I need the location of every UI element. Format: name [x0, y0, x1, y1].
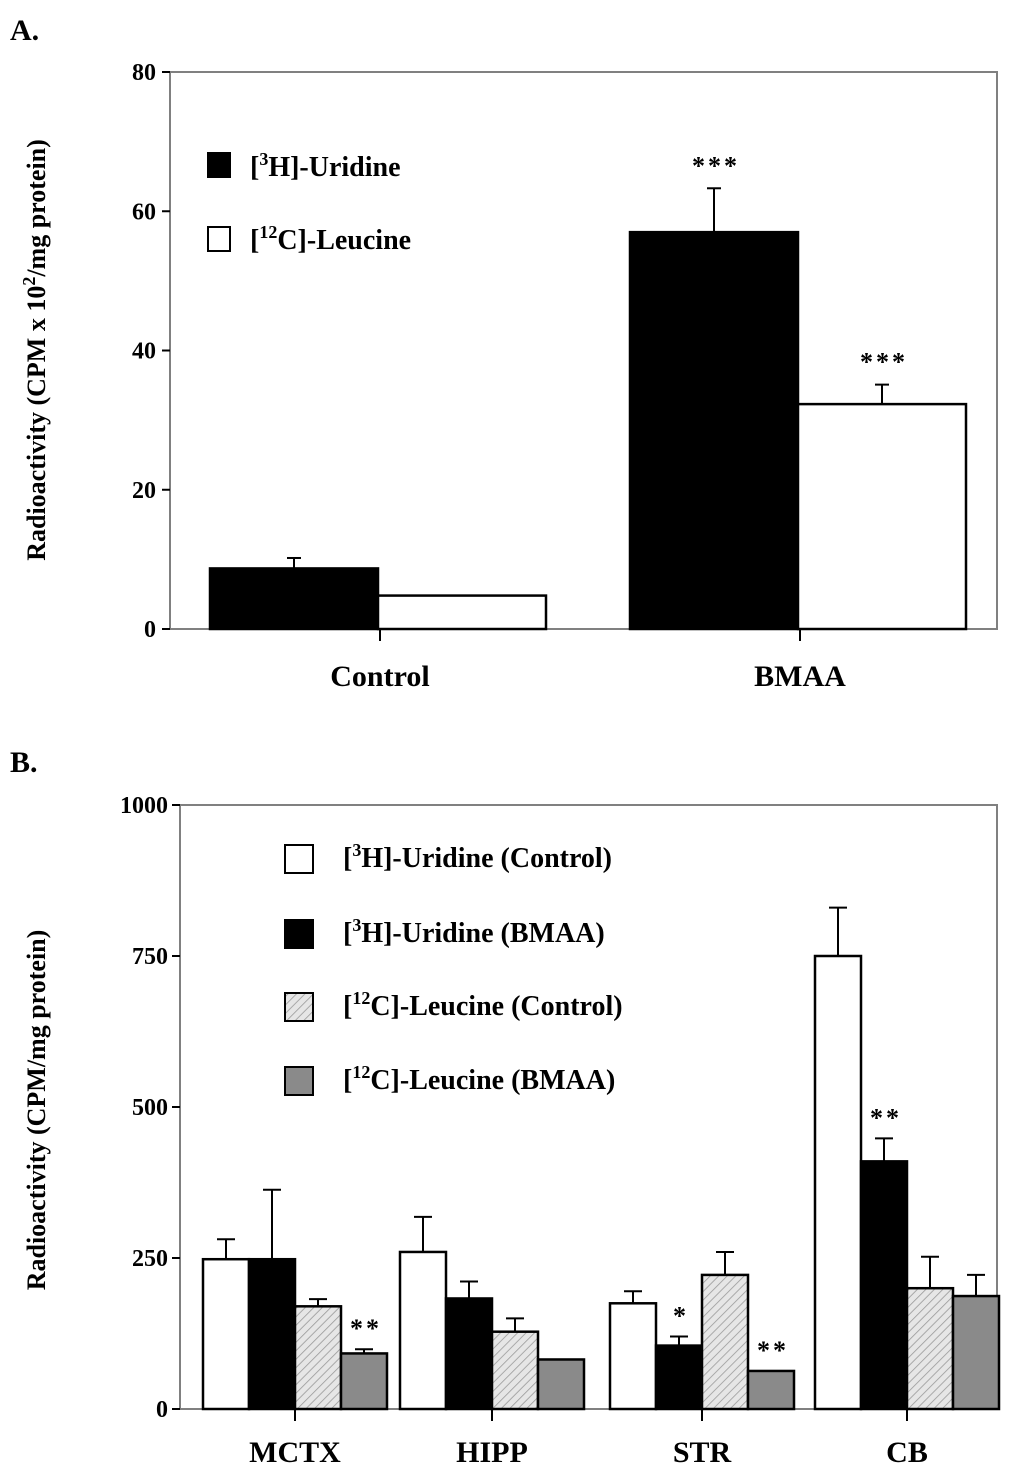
panel-b-legend-leucine-control: [12C]-Leucine (Control)	[343, 988, 623, 1022]
panel-b-bar	[951, 1294, 1001, 1411]
panel-a-y-tick-label: 40	[132, 339, 156, 365]
panel-b-significance-label: **	[870, 1103, 902, 1132]
panel-b-y-tick-label: 750	[132, 944, 168, 970]
panel-b-bar	[700, 1273, 750, 1411]
panel-b-legend-uridine-bmaa: [3H]-Uridine (BMAA)	[343, 915, 605, 949]
panel-a-y-tick-label: 60	[132, 199, 156, 225]
panel-b-significance-label: **	[350, 1314, 382, 1343]
panel-a-bar	[796, 402, 968, 631]
panel-b-legend-leucine-bmaa: [12C]-Leucine (BMAA)	[343, 1062, 615, 1096]
panel-b-y-tick-label: 250	[132, 1246, 168, 1272]
panel-b-bar	[444, 1297, 494, 1411]
panel-a-bar	[376, 594, 548, 631]
panel-a-significance-label: ***	[692, 151, 740, 180]
panel-a-category-label: BMAA	[754, 660, 846, 693]
panel-b-label: B.	[10, 746, 38, 779]
panel-b-significance-label: *	[673, 1302, 689, 1331]
panel-b-bar	[608, 1302, 658, 1411]
panel-b-bar	[247, 1257, 297, 1411]
panel-b-y-tick-label: 0	[156, 1397, 168, 1423]
panel-a-y-tick-label: 20	[132, 478, 156, 504]
panel-b-bar	[398, 1250, 448, 1411]
panel-a-significance-label: ***	[860, 348, 908, 377]
panel-a-legend-swatch-leucine	[207, 226, 231, 252]
panel-a-y-axis-label: Radioactivity (CPM x 102/mg protein)	[19, 139, 51, 561]
panel-b-category-label: HIPP	[456, 1436, 528, 1469]
panel-b-legend-swatch-leucine-control	[284, 992, 314, 1022]
panel-a-legend-leucine: [12C]-Leucine	[250, 222, 411, 256]
panel-a-legend-uridine: [3H]-Uridine	[250, 149, 401, 183]
panel-a-bar	[628, 230, 800, 631]
panel-b-category-label: CB	[886, 1436, 928, 1469]
panel-b-significance-label: **	[757, 1336, 789, 1365]
panel-a-label: A.	[10, 14, 39, 47]
panel-b-bar	[201, 1257, 251, 1411]
panel-b-bar	[293, 1305, 343, 1411]
panel-b-bar	[339, 1352, 389, 1411]
panel-a-bar	[208, 567, 380, 631]
panel-b-legend: [3H]-Uridine (Control) [3H]-Uridine (BMA…	[284, 840, 623, 1096]
panel-b-bar	[859, 1160, 909, 1411]
panel-b-y-axis-label: Radioactivity (CPM/mg protein)	[22, 930, 51, 1291]
panel-b-bar	[905, 1286, 955, 1411]
panel-a-legend: [3H]-Uridine [12C]-Leucine	[207, 149, 411, 256]
panel-b-bar	[654, 1344, 704, 1411]
panel-a: A. 0 20 40 60 80 Control BMAA *** *** Radioact…	[10, 14, 998, 693]
panel-a-y-tick-label: 80	[132, 60, 156, 86]
panel-b-legend-swatch-leucine-bmaa	[284, 1066, 314, 1096]
panel-a-category-label: Control	[330, 660, 429, 693]
panel-b-category-label: STR	[673, 1436, 732, 1469]
panel-b-bar	[746, 1369, 796, 1411]
panel-b-y-tick-label: 1000	[120, 793, 168, 819]
panel-b-legend-uridine-control: [3H]-Uridine (Control)	[343, 840, 612, 874]
panel-b-legend-swatch-uridine-control	[284, 844, 314, 874]
panel-b-category-label: MCTX	[249, 1436, 341, 1469]
panel-b-bar	[813, 954, 863, 1411]
panel-a-legend-swatch-uridine	[207, 152, 231, 178]
panel-b-legend-swatch-uridine-bmaa	[284, 919, 314, 949]
panel-a-y-tick-label: 0	[144, 617, 156, 643]
panel-b-bar	[536, 1358, 586, 1411]
panel-b-y-tick-label: 500	[132, 1095, 168, 1121]
panel-b-bar	[490, 1330, 540, 1411]
